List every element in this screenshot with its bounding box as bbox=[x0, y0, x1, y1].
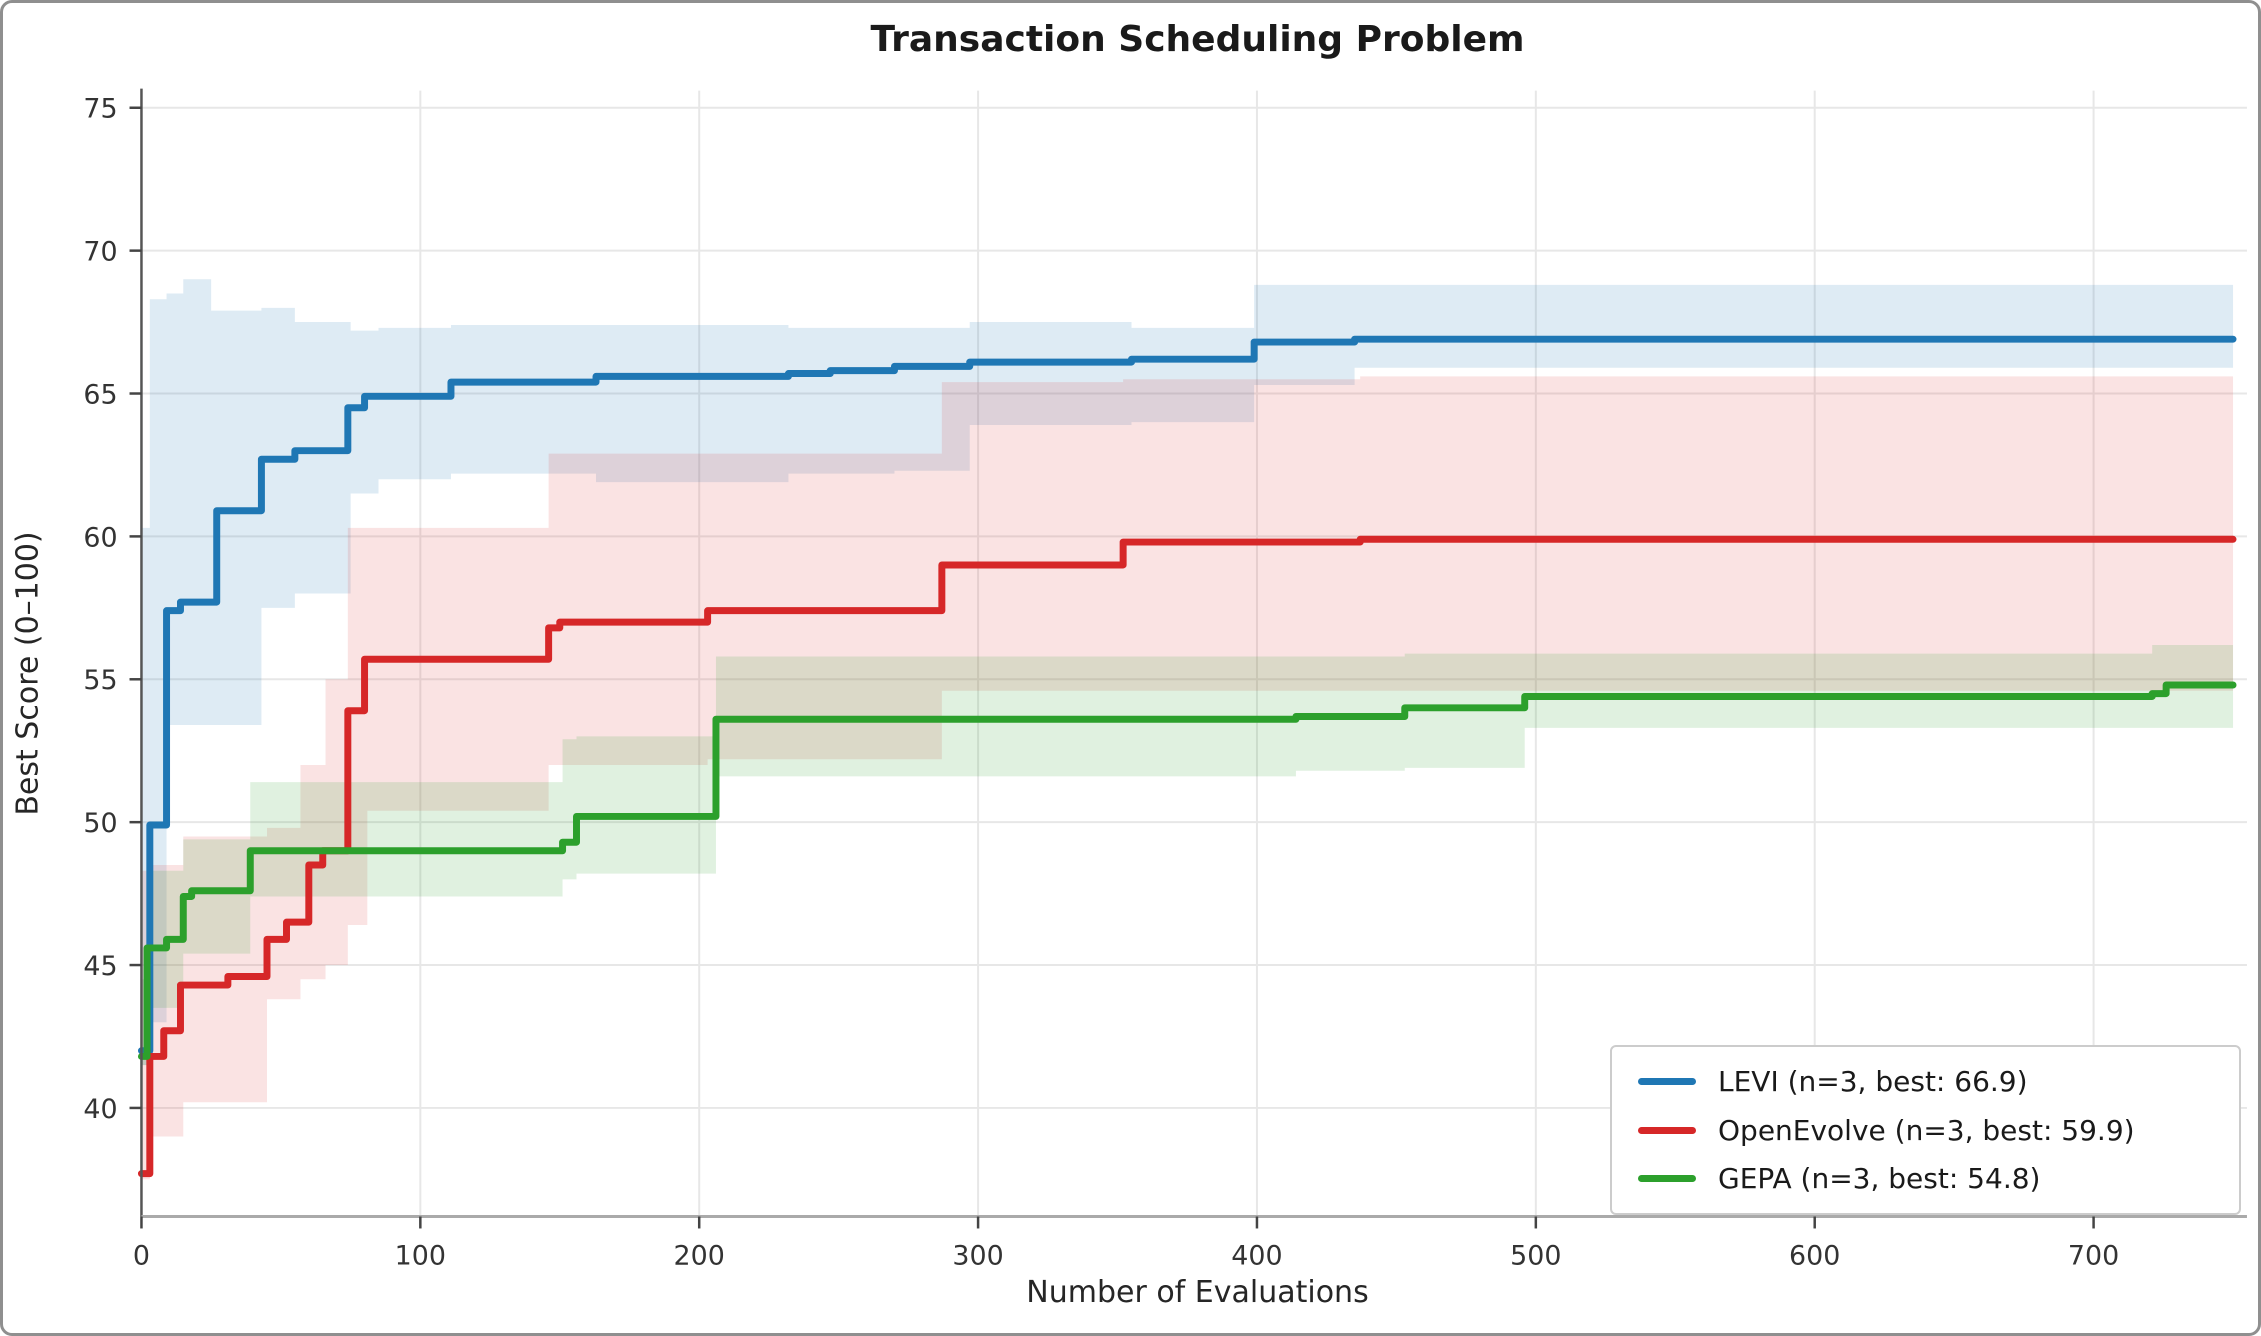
x-tick-label-600: 600 bbox=[1789, 1240, 1840, 1271]
legend-label-levi: LEVI (n=3, best: 66.9) bbox=[1718, 1064, 2028, 1098]
x-tick-label-200: 200 bbox=[674, 1240, 725, 1271]
y-tick-label-45: 45 bbox=[83, 951, 117, 982]
legend-swatch-levi bbox=[1638, 1077, 1696, 1085]
y-tick-label-60: 60 bbox=[83, 522, 117, 553]
legend-item-gepa: GEPA (n=3, best: 54.8) bbox=[1638, 1154, 2229, 1203]
chart-title: Transaction Scheduling Problem bbox=[870, 19, 1525, 60]
y-tick-label-50: 50 bbox=[83, 808, 117, 839]
x-tick-label-500: 500 bbox=[1510, 1240, 1561, 1271]
legend-item-openevolve: OpenEvolve (n=3, best: 59.9) bbox=[1638, 1106, 2229, 1155]
y-tick-label-40: 40 bbox=[83, 1094, 117, 1125]
legend-swatch-openevolve bbox=[1638, 1126, 1696, 1134]
x-tick-label-100: 100 bbox=[395, 1240, 446, 1271]
confidence-band-levi bbox=[141, 279, 2234, 1066]
x-tick-label-700: 700 bbox=[2068, 1240, 2119, 1271]
legend-item-levi: LEVI (n=3, best: 66.9) bbox=[1638, 1057, 2229, 1106]
confidence-band-gepa bbox=[141, 645, 2234, 1066]
series-line-gepa bbox=[137, 681, 2237, 1060]
x-axis-label: Number of Evaluations bbox=[1026, 1275, 1369, 1310]
confidence-band-openevolve bbox=[141, 376, 2234, 1180]
legend-label-openevolve: OpenEvolve (n=3, best: 59.9) bbox=[1718, 1113, 2135, 1147]
y-tick-label-55: 55 bbox=[83, 665, 117, 696]
y-axis-label: Best Score (0–100) bbox=[10, 531, 46, 816]
x-tick-label-300: 300 bbox=[952, 1240, 1003, 1271]
y-tick-label-75: 75 bbox=[83, 94, 117, 125]
legend-swatch-gepa bbox=[1638, 1175, 1696, 1183]
series-line-levi bbox=[137, 335, 2237, 1055]
y-tick-label-65: 65 bbox=[83, 379, 117, 410]
y-tick-label-70: 70 bbox=[83, 237, 117, 268]
x-tick-label-0: 0 bbox=[133, 1240, 150, 1271]
chart-canvas: 0 100 200 300 400 500 600 700 40 45 50 55 60 65 70 75 bbox=[83, 88, 2247, 1271]
legend-label-gepa: GEPA (n=3, best: 54.8) bbox=[1718, 1162, 2041, 1196]
legend: LEVI (n=3, best: 66.9) OpenEvolve (n=3, … bbox=[1610, 1045, 2241, 1215]
x-tick-label-400: 400 bbox=[1231, 1240, 1282, 1271]
